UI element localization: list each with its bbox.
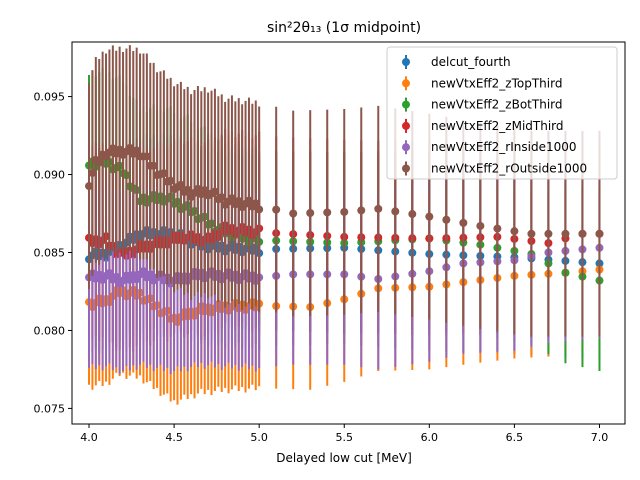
data-point: [112, 272, 121, 281]
y-tick-label: 0.080: [34, 324, 66, 337]
data-point: [105, 269, 114, 278]
data-point: [183, 185, 192, 194]
data-point: [132, 146, 141, 155]
data-point: [149, 161, 158, 170]
data-point: [340, 207, 349, 216]
legend-marker: [402, 143, 410, 152]
data-point: [244, 196, 253, 205]
data-point: [166, 176, 175, 185]
data-point: [159, 169, 168, 178]
x-tick-label: 4.0: [80, 431, 98, 444]
data-point: [176, 180, 185, 189]
legend-entry: newVtxEff2_zBotThird: [402, 97, 563, 112]
legend-marker: [402, 121, 410, 130]
legend-label: newVtxEff2_rOutside1000: [431, 162, 587, 176]
data-point: [227, 194, 236, 203]
data-point: [391, 207, 400, 216]
legend-label: delcut_fourth: [431, 55, 511, 69]
y-tick-label: 0.090: [34, 169, 66, 182]
legend-label: newVtxEff2_rInside1000: [431, 140, 577, 154]
x-tick-label: 6.5: [506, 431, 524, 444]
x-axis: 4.0 4.5 5.0 5.5 6.0 6.5 7.0: [80, 424, 608, 444]
legend-label: newVtxEff2_zTopThird: [431, 76, 562, 90]
data-point: [217, 193, 226, 202]
data-point: [125, 144, 134, 153]
x-tick-label: 4.5: [165, 431, 183, 444]
x-tick-label: 6.0: [421, 431, 439, 444]
legend-entry: newVtxEff2_rInside1000: [402, 140, 577, 155]
data-point: [527, 229, 536, 238]
x-tick-label: 5.5: [335, 431, 353, 444]
y-tick-label: 0.095: [34, 91, 66, 104]
data-point: [357, 206, 366, 215]
data-point: [272, 205, 281, 214]
data-point: [210, 187, 219, 196]
legend-marker: [402, 164, 410, 173]
y-tick-label: 0.075: [34, 402, 66, 415]
data-point: [88, 168, 97, 177]
data-point: [289, 209, 298, 218]
data-point: [476, 221, 485, 230]
data-point: [595, 229, 604, 238]
data-point: [374, 204, 383, 213]
data-point: [234, 197, 243, 206]
y-tick-label: 0.085: [34, 246, 66, 259]
data-point: [146, 270, 155, 279]
chart-title: sin²2θ₁₃ (1σ midpoint): [267, 20, 421, 36]
legend-label: newVtxEff2_zBotThird: [431, 98, 563, 112]
data-point: [251, 199, 260, 208]
legend-label: newVtxEff2_zMidThird: [431, 119, 564, 133]
axes-frame: [71, 41, 626, 425]
data-point: [306, 208, 315, 217]
x-tick-label: 7.0: [591, 431, 609, 444]
data-point: [425, 212, 434, 221]
x-tick-label: 5.0: [250, 431, 268, 444]
data-point: [323, 208, 332, 217]
legend: delcut_fourth newVtxEff2_zTopThird newVtxE…: [386, 46, 618, 180]
data-point: [510, 227, 519, 236]
data-point: [139, 267, 148, 276]
data-point: [408, 210, 417, 219]
legend-marker: [402, 79, 410, 88]
data-point: [255, 205, 264, 214]
legend-entry: delcut_fourth: [402, 55, 511, 69]
legend-entry: newVtxEff2_zTopThird: [402, 76, 562, 91]
data-point: [459, 218, 468, 227]
data-point: [578, 229, 587, 238]
data-point: [442, 215, 451, 224]
data-point: [561, 229, 570, 238]
legend-entry: newVtxEff2_zMidThird: [402, 119, 564, 133]
data-point: [544, 229, 553, 238]
data-point: [85, 182, 94, 191]
y-axis: 0.075 0.080 0.085 0.090 0.095: [34, 91, 72, 415]
data-point: [95, 157, 104, 166]
legend-marker: [402, 58, 410, 66]
data-point: [493, 224, 502, 233]
legend-entry: newVtxEff2_rOutside1000: [402, 161, 587, 176]
x-axis-label: Delayed low cut [MeV]: [276, 451, 412, 465]
legend-marker: [402, 100, 410, 109]
data-point: [142, 152, 151, 161]
legend-box: [386, 46, 618, 180]
